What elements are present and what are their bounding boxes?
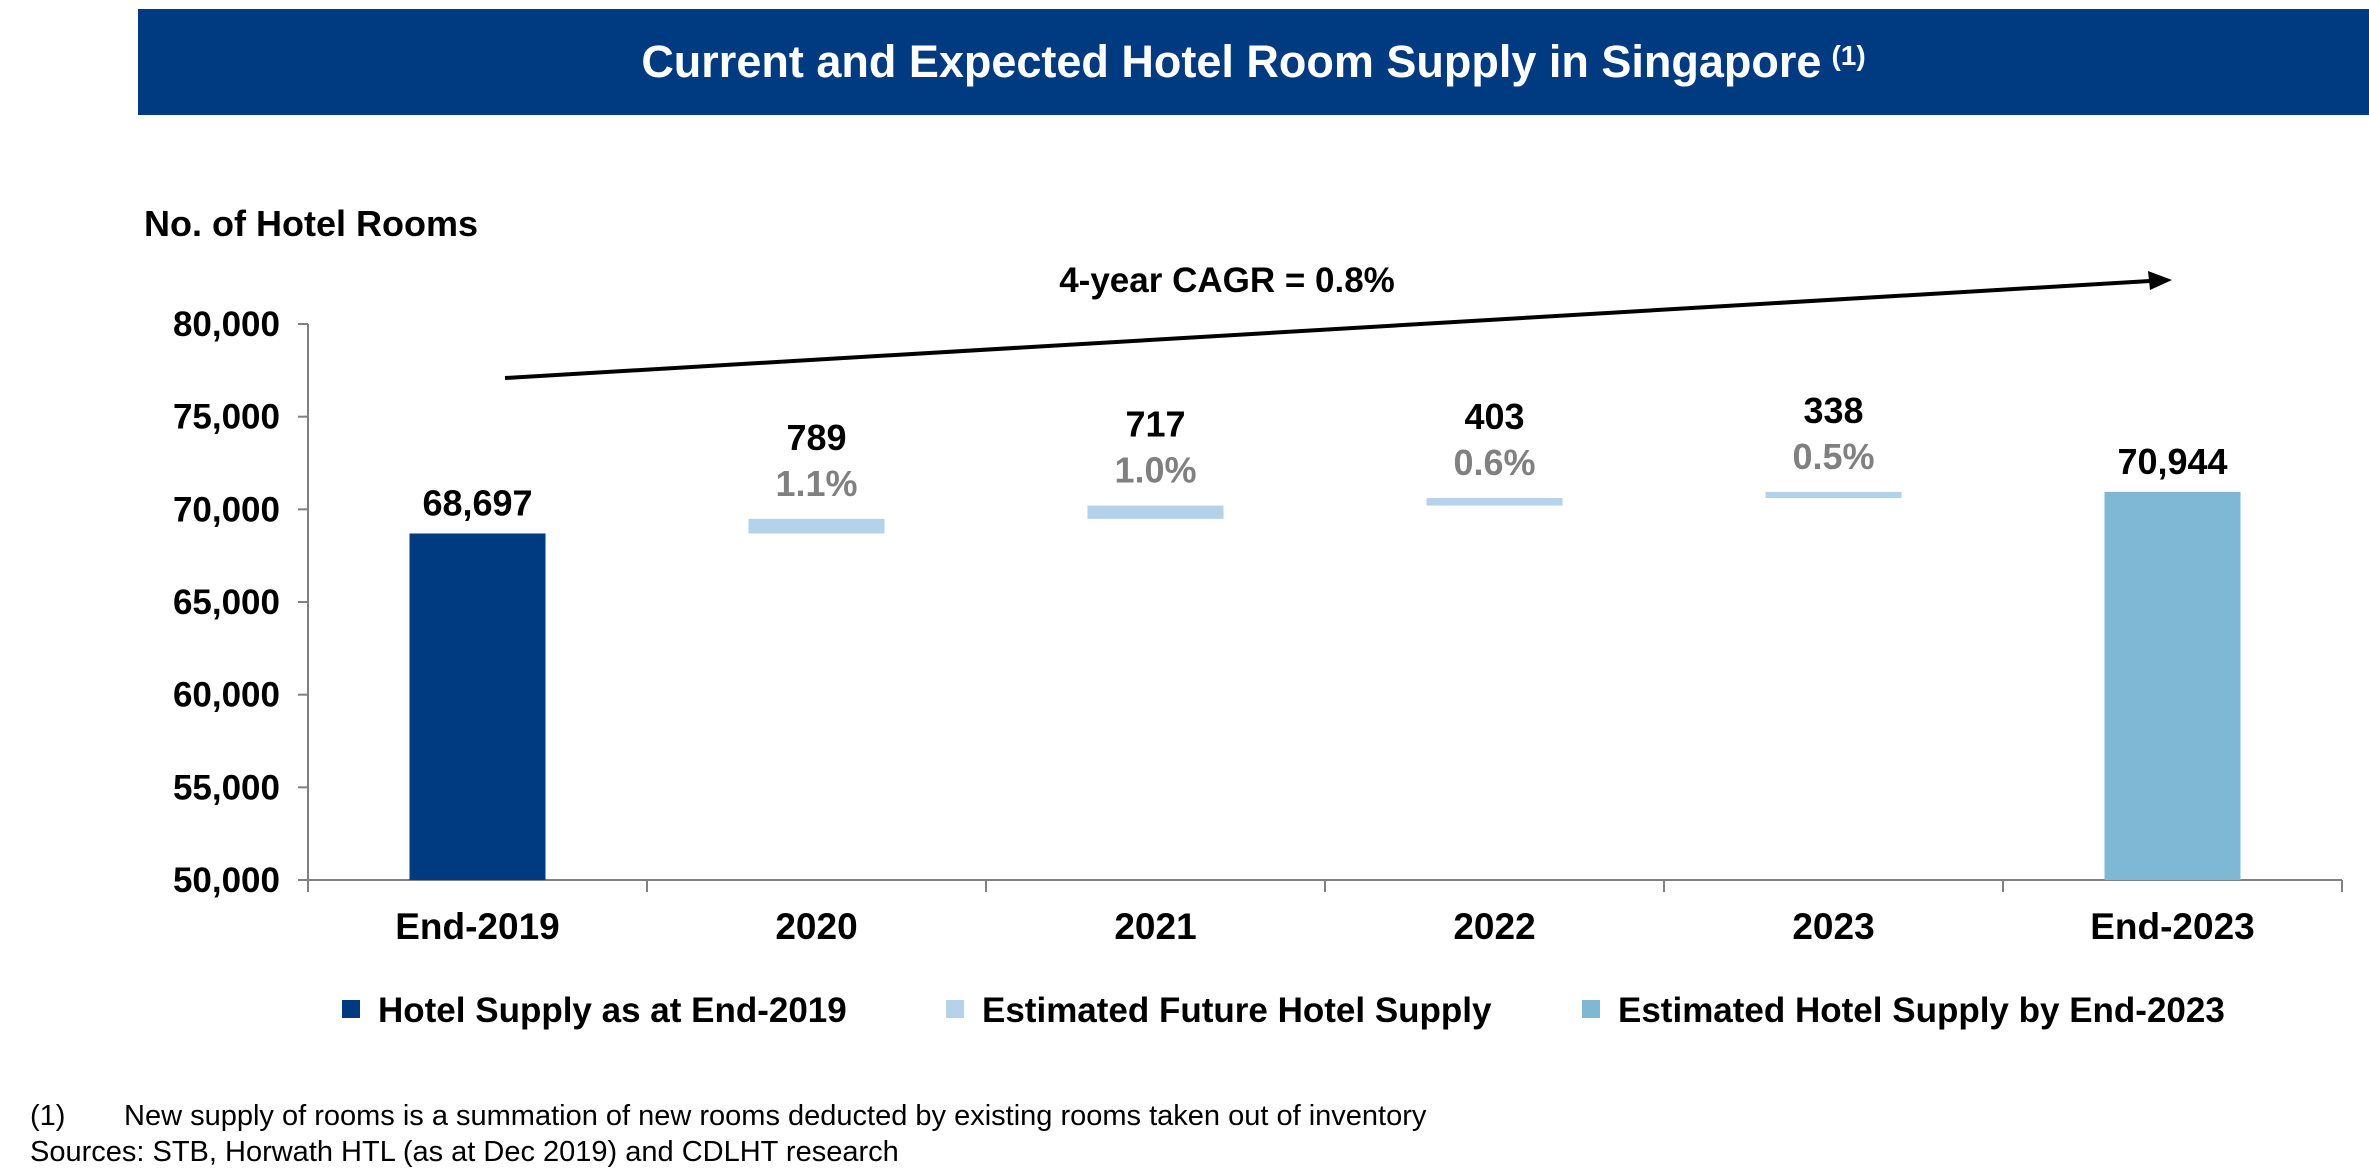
legend: Hotel Supply as at End-2019 Estimated Fut…: [342, 991, 2225, 1030]
legend-swatch: [946, 1000, 964, 1018]
legend-label: Estimated Hotel Supply by End-2023: [1618, 991, 2225, 1030]
x-axis: End-2019 2020 2021 2022 2023 End-2023: [307, 879, 2343, 947]
bar: [409, 533, 546, 880]
legend-label: Estimated Future Hotel Supply: [982, 991, 1492, 1030]
x-tick-label: 2023: [1792, 906, 1874, 947]
growth-label: 1.1%: [775, 463, 857, 504]
bar: [2104, 491, 2241, 880]
legend-swatch: [1582, 1000, 1600, 1018]
data-label: 717: [1125, 404, 1185, 445]
y-tick-label: 70,000: [173, 490, 280, 529]
y-axis-title: No. of Hotel Rooms: [144, 203, 478, 244]
growth-label: 1.0%: [1114, 450, 1196, 491]
x-tick-label: End-2019: [395, 906, 560, 947]
y-axis: 50,000 55,000 60,000 65,000 70,000 75,000 80,0…: [173, 305, 309, 900]
bar: [1426, 498, 1563, 506]
y-tick-label: 60,000: [173, 676, 280, 715]
x-tick-label: 2020: [775, 906, 857, 947]
sources-note: Sources: STB, Horwath HTL (as at Dec 201…: [30, 1136, 899, 1168]
y-tick-label: 80,000: [173, 305, 280, 344]
y-tick-label: 65,000: [173, 583, 280, 622]
data-label: 403: [1464, 396, 1524, 437]
legend-swatch: [342, 1000, 360, 1018]
legend-label: Hotel Supply as at End-2019: [378, 991, 847, 1030]
footnote-text: New supply of rooms is a summation of ne…: [124, 1100, 1427, 1132]
x-tick-label: 2021: [1114, 906, 1196, 947]
cagr-arrow-line: [504, 279, 2151, 380]
footnote-1: (1) New supply of rooms is a summation of…: [30, 1098, 1426, 1134]
hotel-supply-chart: No. of Hotel Rooms 50,000 55,000 60,000 65,…: [144, 203, 2343, 1030]
cagr-annotation: 4-year CAGR = 0.8%: [504, 261, 2172, 380]
bars-group: [409, 491, 2241, 880]
data-label: 338: [1803, 390, 1863, 431]
data-label: 789: [786, 417, 846, 458]
growth-label: 0.6%: [1453, 442, 1535, 483]
growth-label: 0.5%: [1792, 436, 1874, 477]
x-tick-label: End-2023: [2090, 906, 2255, 947]
footnote-marker: (1): [30, 1100, 66, 1132]
chart-title: Current and Expected Hotel Room Supply i…: [641, 36, 1822, 87]
cagr-arrow-head: [2148, 271, 2172, 290]
y-tick-label: 55,000: [173, 768, 280, 807]
bar: [1765, 491, 1902, 499]
x-tick-label: 2022: [1453, 906, 1535, 947]
bar: [1087, 505, 1224, 519]
bar: [748, 518, 885, 534]
chart-title-bar: Current and Expected Hotel Room Supply i…: [138, 9, 2369, 115]
y-tick-label: 50,000: [173, 861, 280, 900]
chart-title-note: (1): [1831, 40, 1866, 71]
footnotes: (1) New supply of rooms is a summation of…: [30, 1098, 1426, 1170]
data-label: 68,697: [422, 482, 532, 523]
cagr-annotation-text: 4-year CAGR = 0.8%: [1059, 261, 1395, 300]
data-labels-group: 68,697 1.1% 789 1.0% 717 0.6% 403 0.5% 338 70,944: [422, 390, 2227, 524]
y-tick-label: 75,000: [173, 398, 280, 437]
data-label: 70,944: [2117, 441, 2227, 482]
